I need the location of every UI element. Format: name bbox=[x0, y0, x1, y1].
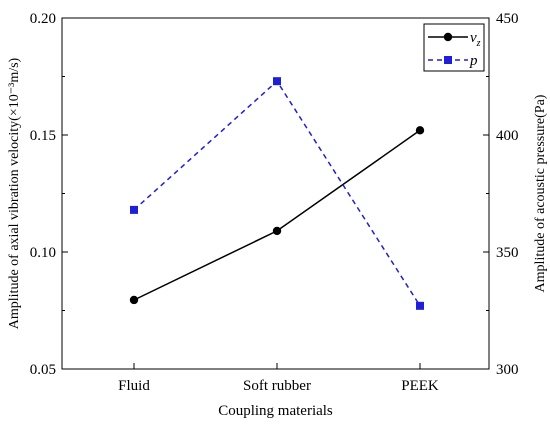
legend-p-marker bbox=[444, 56, 452, 64]
legend-vz-subscript: z bbox=[476, 38, 481, 49]
right-y-tick-label: 300 bbox=[496, 362, 519, 378]
x-tick-label: Fluid bbox=[118, 378, 150, 394]
data-point-p bbox=[273, 77, 281, 86]
left-y-tick-label: 0.20 bbox=[30, 11, 56, 27]
data-point-p bbox=[416, 301, 424, 310]
series-layer bbox=[129, 77, 425, 310]
x-tick-label: PEEK bbox=[401, 378, 439, 394]
x-axis: Fluid Soft rubber PEEK bbox=[118, 363, 439, 394]
legend-vz-name: v bbox=[470, 30, 477, 46]
legend-vz-marker bbox=[443, 32, 453, 42]
right-y-axis-label: Amplitude of acoustic pressure(Pa) bbox=[533, 94, 548, 292]
legend-vz-label: vz bbox=[470, 30, 481, 49]
left-y-axis: 0.05 0.10 0.15 0.20 bbox=[30, 11, 68, 378]
left-y-tick-label: 0.10 bbox=[30, 245, 56, 261]
right-y-axis: 300 350 400 450 bbox=[483, 11, 519, 378]
right-y-tick-label: 400 bbox=[496, 128, 519, 144]
series-line-v bbox=[133, 129, 421, 301]
left-y-axis-label: Amplitude of axial vibration velocity(×1… bbox=[7, 57, 22, 329]
series-line-p bbox=[133, 80, 421, 307]
data-point-p bbox=[130, 205, 138, 214]
legend-box bbox=[423, 23, 485, 72]
right-y-tick-label: 350 bbox=[496, 245, 519, 261]
right-y-tick-label: 450 bbox=[496, 11, 519, 27]
left-y-tick-label: 0.15 bbox=[30, 128, 56, 144]
left-y-tick-label: 0.05 bbox=[30, 362, 56, 378]
data-point-v bbox=[272, 226, 282, 236]
data-point-v bbox=[129, 295, 139, 305]
x-axis-label: Coupling materials bbox=[218, 403, 333, 419]
data-point-v bbox=[415, 126, 425, 135]
x-tick-label: Soft rubber bbox=[243, 378, 311, 394]
legend: vz p bbox=[423, 23, 485, 72]
legend-p-label: p bbox=[469, 53, 478, 69]
